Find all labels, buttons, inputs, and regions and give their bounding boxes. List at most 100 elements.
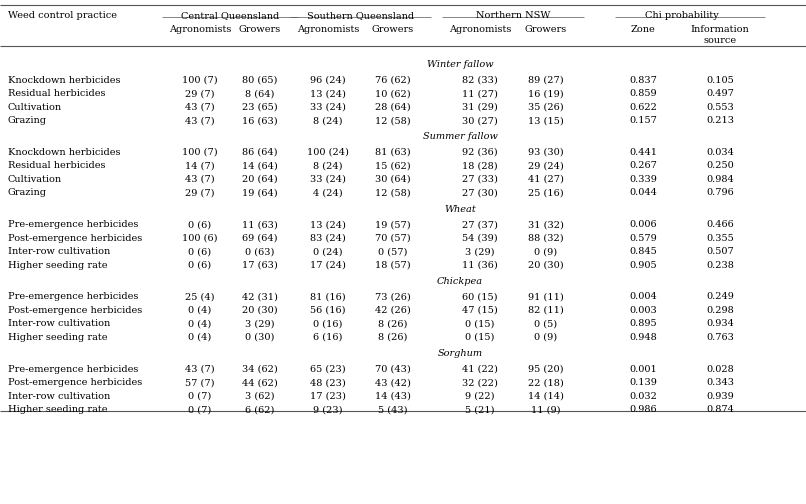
Text: 13 (24): 13 (24) <box>310 89 346 98</box>
Text: Post-emergence herbicides: Post-emergence herbicides <box>8 306 142 315</box>
Text: Grazing: Grazing <box>8 116 47 125</box>
Text: 18 (57): 18 (57) <box>375 261 411 270</box>
Text: Agronomists: Agronomists <box>297 25 359 34</box>
Text: Growers: Growers <box>372 25 414 34</box>
Text: Agronomists: Agronomists <box>449 25 511 34</box>
Text: 0.355: 0.355 <box>706 234 734 242</box>
Text: 13 (15): 13 (15) <box>528 116 564 125</box>
Text: 0.157: 0.157 <box>629 116 657 125</box>
Text: 0.343: 0.343 <box>706 378 734 387</box>
Text: Information: Information <box>691 25 750 34</box>
Text: 17 (23): 17 (23) <box>310 392 346 401</box>
Text: 12 (58): 12 (58) <box>375 188 411 198</box>
Text: 41 (22): 41 (22) <box>462 364 498 373</box>
Text: 81 (16): 81 (16) <box>310 292 346 301</box>
Text: 0.044: 0.044 <box>629 188 657 198</box>
Text: Winter fallow: Winter fallow <box>426 60 493 69</box>
Text: 0.267: 0.267 <box>629 161 657 170</box>
Text: source: source <box>704 36 737 45</box>
Text: 100 (7): 100 (7) <box>182 76 218 85</box>
Text: Pre-emergence herbicides: Pre-emergence herbicides <box>8 364 139 373</box>
Text: 60 (15): 60 (15) <box>463 292 498 301</box>
Text: 3 (29): 3 (29) <box>245 320 275 328</box>
Text: 30 (64): 30 (64) <box>375 175 411 184</box>
Text: 96 (24): 96 (24) <box>310 76 346 85</box>
Text: 32 (22): 32 (22) <box>462 378 498 387</box>
Text: 0.763: 0.763 <box>706 333 734 342</box>
Text: 27 (30): 27 (30) <box>462 188 498 198</box>
Text: 0.497: 0.497 <box>706 89 734 98</box>
Text: 0.298: 0.298 <box>706 306 734 315</box>
Text: 15 (62): 15 (62) <box>375 161 411 170</box>
Text: 6 (16): 6 (16) <box>314 333 343 342</box>
Text: 11 (63): 11 (63) <box>242 220 278 229</box>
Text: 100 (6): 100 (6) <box>182 234 218 242</box>
Text: Southern Queensland: Southern Queensland <box>307 11 414 20</box>
Text: 91 (11): 91 (11) <box>528 292 564 301</box>
Text: 0.796: 0.796 <box>706 188 734 198</box>
Text: 0 (9): 0 (9) <box>534 247 558 256</box>
Text: 82 (33): 82 (33) <box>462 76 498 85</box>
Text: 54 (39): 54 (39) <box>462 234 498 242</box>
Text: 20 (64): 20 (64) <box>242 175 278 184</box>
Text: 43 (7): 43 (7) <box>185 103 215 112</box>
Text: 11 (27): 11 (27) <box>462 89 498 98</box>
Text: 95 (20): 95 (20) <box>528 364 563 373</box>
Text: 16 (19): 16 (19) <box>528 89 564 98</box>
Text: Pre-emergence herbicides: Pre-emergence herbicides <box>8 220 139 229</box>
Text: 73 (26): 73 (26) <box>375 292 411 301</box>
Text: Northern NSW: Northern NSW <box>476 11 550 20</box>
Text: Chickpea: Chickpea <box>437 277 483 286</box>
Text: Agronomists: Agronomists <box>168 25 231 34</box>
Text: 88 (32): 88 (32) <box>528 234 564 242</box>
Text: 0.845: 0.845 <box>629 247 657 256</box>
Text: 0 (6): 0 (6) <box>189 220 211 229</box>
Text: 82 (11): 82 (11) <box>528 306 564 315</box>
Text: 18 (28): 18 (28) <box>462 161 498 170</box>
Text: 8 (24): 8 (24) <box>314 161 343 170</box>
Text: 0.939: 0.939 <box>706 392 734 401</box>
Text: 17 (24): 17 (24) <box>310 261 346 270</box>
Text: 27 (37): 27 (37) <box>462 220 498 229</box>
Text: 10 (62): 10 (62) <box>375 89 411 98</box>
Text: 30 (27): 30 (27) <box>462 116 498 125</box>
Text: 27 (33): 27 (33) <box>462 175 498 184</box>
Text: 33 (24): 33 (24) <box>310 175 346 184</box>
Text: 0.250: 0.250 <box>706 161 734 170</box>
Text: 0.934: 0.934 <box>706 320 734 328</box>
Text: 0 (30): 0 (30) <box>245 333 275 342</box>
Text: 35 (26): 35 (26) <box>528 103 564 112</box>
Text: 0.441: 0.441 <box>629 148 657 157</box>
Text: 0.837: 0.837 <box>629 76 657 85</box>
Text: 0.006: 0.006 <box>629 220 657 229</box>
Text: 0 (15): 0 (15) <box>465 333 495 342</box>
Text: 0.032: 0.032 <box>629 392 657 401</box>
Text: 17 (63): 17 (63) <box>242 261 278 270</box>
Text: 0.859: 0.859 <box>629 89 657 98</box>
Text: 0.622: 0.622 <box>629 103 657 112</box>
Text: 11 (36): 11 (36) <box>462 261 498 270</box>
Text: 48 (23): 48 (23) <box>310 378 346 387</box>
Text: Chi probability: Chi probability <box>645 11 718 20</box>
Text: 0.105: 0.105 <box>706 76 734 85</box>
Text: Knockdown herbicides: Knockdown herbicides <box>8 148 121 157</box>
Text: 0.948: 0.948 <box>629 333 657 342</box>
Text: 0.028: 0.028 <box>706 364 734 373</box>
Text: 0 (7): 0 (7) <box>189 392 212 401</box>
Text: 0.238: 0.238 <box>706 261 734 270</box>
Text: 92 (36): 92 (36) <box>462 148 498 157</box>
Text: 8 (64): 8 (64) <box>245 89 275 98</box>
Text: 0.213: 0.213 <box>706 116 734 125</box>
Text: 0 (15): 0 (15) <box>465 320 495 328</box>
Text: Residual herbicides: Residual herbicides <box>8 161 106 170</box>
Text: 5 (43): 5 (43) <box>378 405 408 414</box>
Text: Summer fallow: Summer fallow <box>422 133 497 142</box>
Text: 43 (7): 43 (7) <box>185 175 215 184</box>
Text: Wheat: Wheat <box>444 205 476 214</box>
Text: 43 (7): 43 (7) <box>185 364 215 373</box>
Text: 14 (64): 14 (64) <box>242 161 278 170</box>
Text: 83 (24): 83 (24) <box>310 234 346 242</box>
Text: 100 (7): 100 (7) <box>182 148 218 157</box>
Text: 0 (6): 0 (6) <box>189 247 211 256</box>
Text: 43 (42): 43 (42) <box>375 378 411 387</box>
